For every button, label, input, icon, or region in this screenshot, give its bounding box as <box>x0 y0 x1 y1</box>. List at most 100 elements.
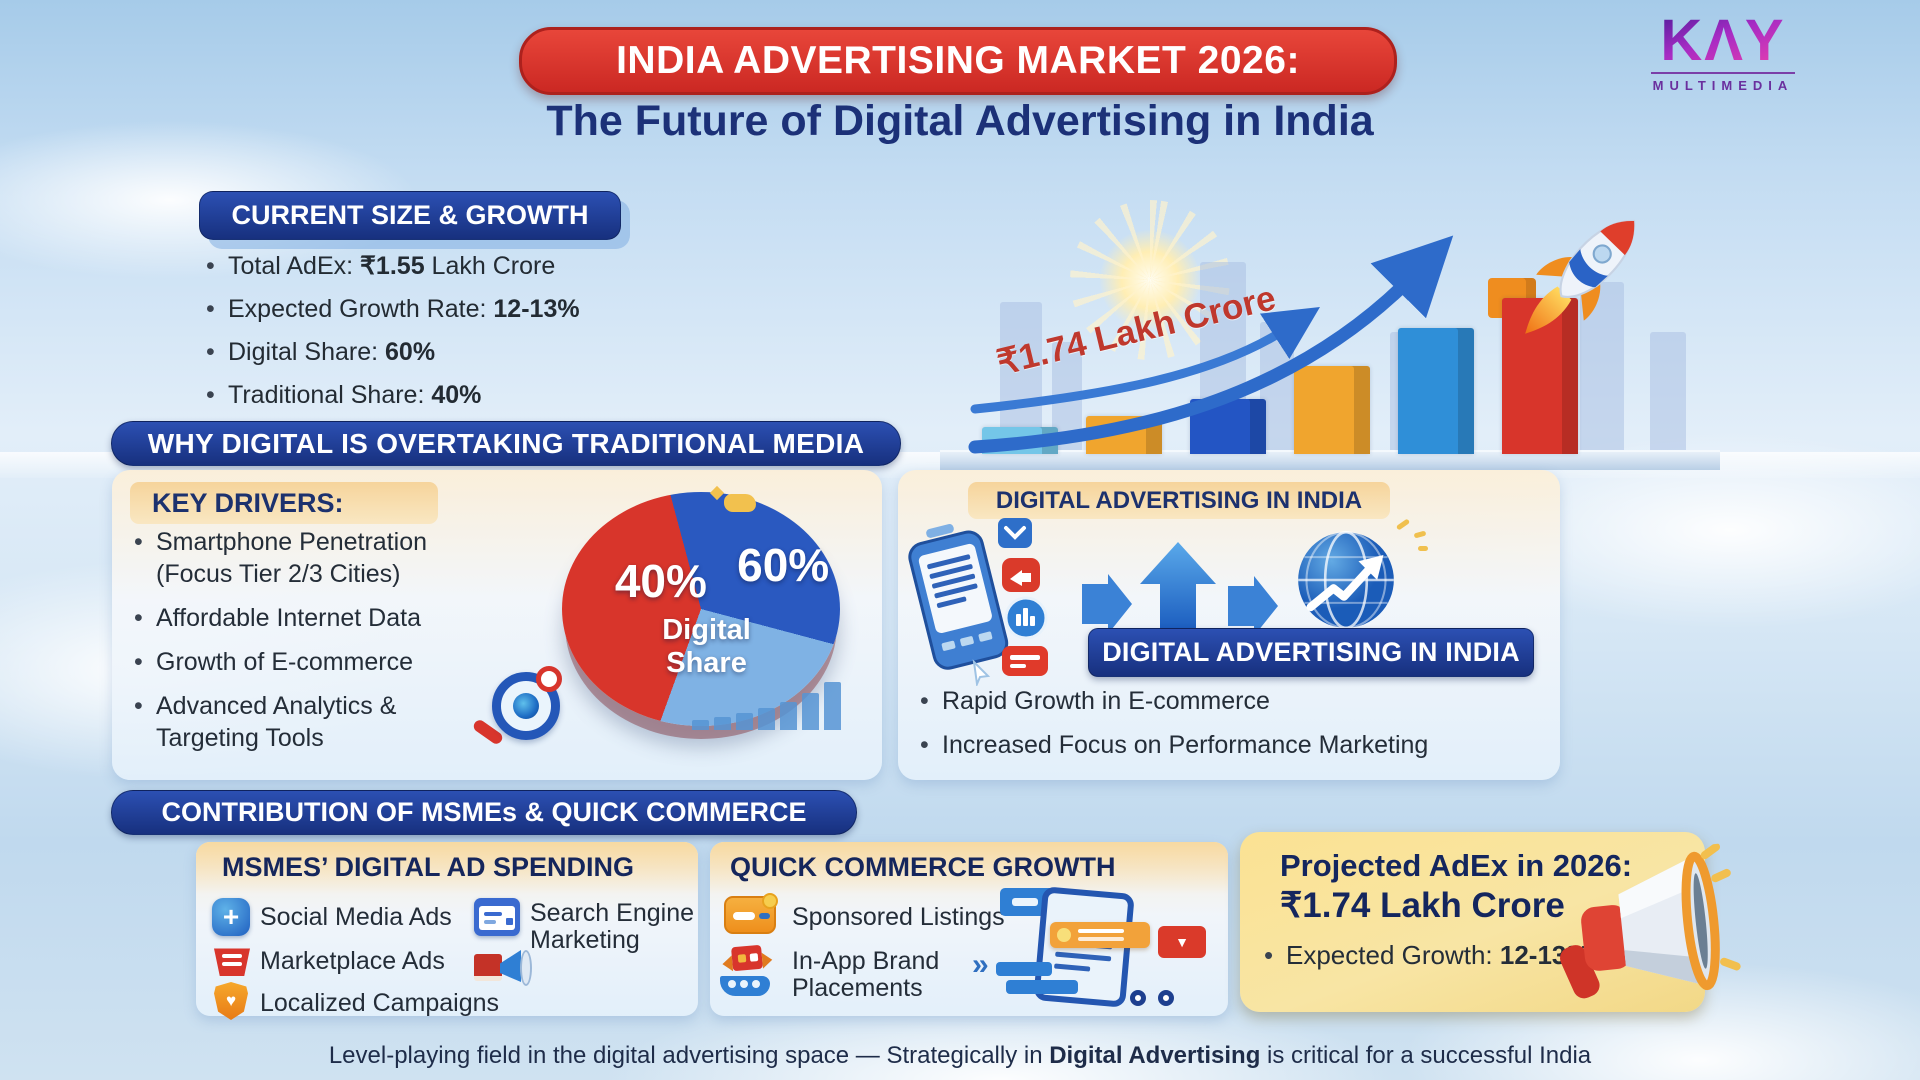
sparkle-diamond <box>709 485 725 501</box>
digital-advertising-bullets: • Rapid Growth in E-commerce • Increased F… <box>920 686 1428 774</box>
app-card-orange <box>1050 922 1150 948</box>
wheel-icon <box>1158 990 1174 1006</box>
pie-label-traditional: 40% <box>614 555 707 608</box>
search-engine-icon <box>474 898 520 936</box>
down-triangle-glyph: ▼ <box>1175 934 1189 950</box>
digital-advertising-header: DIGITAL ADVERTISING IN INDIA <box>968 482 1390 519</box>
ad-tag-marks <box>737 954 747 963</box>
book-shape <box>474 954 502 981</box>
mini-bar <box>758 708 775 730</box>
rocket-icon <box>1525 219 1636 334</box>
key-drivers-header: KEY DRIVERS: <box>130 482 438 524</box>
footer-suf: is critical for a successful India <box>1260 1042 1592 1069</box>
list-item-text: Affordable Internet Data <box>156 604 421 632</box>
bullet-text: Expected Growth Rate: 12-13% <box>228 295 580 323</box>
bullet-dot: • <box>134 648 143 676</box>
footer-bold: Digital Advertising <box>1049 1042 1261 1069</box>
list-item: • Advanced Analytics & Targeting Tools <box>134 690 504 754</box>
globe-growth-icon <box>1298 530 1394 630</box>
growth-arrow-icon <box>968 235 1454 454</box>
mini-bar <box>824 682 841 730</box>
list-item-text: Increased Focus on Performance Marketing <box>942 731 1429 759</box>
sponsored-listings-icon <box>724 893 778 934</box>
msme-panel: MSMES’ DIGITAL AD SPENDING + Social Medi… <box>196 842 698 1020</box>
megaphone-icon <box>1560 842 1741 999</box>
digital-share-pie: 60% 40% Digital Share <box>562 492 840 732</box>
brand-logo-text: KΛY <box>1643 12 1803 70</box>
page-title: INDIA ADVERTISING MARKET 2026: <box>519 27 1397 95</box>
mini-bar <box>802 693 819 730</box>
wallet-dot <box>762 893 778 909</box>
bullet-digital-share: • Digital Share: 60% <box>206 335 676 369</box>
list-item: • Increased Focus on Performance Marketin… <box>920 730 1428 760</box>
browser-line <box>484 920 496 924</box>
digital-advertising-banner: DIGITAL ADVERTISING IN INDIA <box>1088 628 1534 677</box>
message-badge-icon <box>1002 646 1048 676</box>
browser-box <box>506 918 513 925</box>
arrow-right-icon <box>1228 576 1278 636</box>
book-megaphone-icon <box>474 950 532 986</box>
projection-panel: Projected AdEx in 2026: ₹1.74 Lakh Crore… <box>1240 832 1741 1012</box>
brand-logo-tagline: MULTIMEDIA <box>1652 78 1794 93</box>
brand-logo-rule <box>1651 72 1795 74</box>
list-item: • Growth of E-commerce <box>134 646 504 678</box>
marketplace-lines <box>222 954 242 958</box>
page-title-text: INDIA ADVERTISING MARKET 2026: <box>616 39 1300 82</box>
growth-bar <box>1294 366 1370 454</box>
list-item-text: Advanced Analytics & Targeting Tools <box>156 692 397 752</box>
bullet-total-adex: • Total AdEx: ₹1.55 Lakh Crore <box>206 249 676 283</box>
mini-bar-chart <box>692 678 841 730</box>
bullet-dot: • <box>134 604 143 632</box>
mega-rim <box>520 950 532 986</box>
browser-line <box>484 912 502 916</box>
pie-center-label: Digital Share <box>662 614 751 680</box>
bullet-dot: • <box>1264 940 1274 970</box>
growth-bar <box>1398 328 1474 454</box>
bullet-text: Expected Growth: 12-13% <box>1286 940 1590 970</box>
footer-pre: Level-playing field in the digital adver… <box>328 1042 1050 1069</box>
arrow-right-icon <box>1082 574 1132 634</box>
wheel-icon <box>1130 990 1146 1006</box>
list-item-text: Rapid Growth in E-commerce <box>942 687 1270 715</box>
brand-logo: KΛY MULTIMEDIA <box>1643 12 1803 93</box>
sparkle-blob <box>724 494 756 512</box>
analytics-magnifier-icon <box>471 666 564 750</box>
section-header-current-size: CURRENT SIZE & GROWTH <box>199 191 621 240</box>
bullet-traditional-share: • Traditional Share: 40% <box>206 378 676 412</box>
list-item-text: Growth of E-commerce <box>156 648 414 676</box>
plus-glyph: + <box>222 901 240 932</box>
current-size-bullets: • Total AdEx: ₹1.55 Lakh Crore • Expected … <box>206 249 676 421</box>
page-subtitle: The Future of Digital Advertising in Ind… <box>546 97 1374 145</box>
magnifier-eye <box>513 693 539 719</box>
chevrons-glyph: » <box>972 948 989 981</box>
mini-bar <box>780 702 797 730</box>
qc-item-sponsored: Sponsored Listings <box>792 903 1005 931</box>
bullet-dot: • <box>206 338 215 366</box>
qc-item-inapp: In-App Brand Placements <box>792 947 940 1002</box>
pie-chart <box>562 492 840 726</box>
bullet-dot: • <box>134 692 143 720</box>
placement-boat-icon <box>720 976 770 996</box>
msme-header: MSMES’ DIGITAL AD SPENDING <box>222 852 635 882</box>
boat-dot <box>752 980 760 988</box>
wallet-slot <box>733 912 755 920</box>
localized-shield-icon: ♥ <box>214 982 248 1020</box>
social-media-icon: + <box>212 898 250 936</box>
bullet-text: Total AdEx: ₹1.55 Lakh Crore <box>228 252 556 280</box>
mini-bar <box>714 717 731 730</box>
bullet-dot: • <box>206 252 215 280</box>
digital-advertising-panel: DIGITAL ADVERTISING IN INDIA <box>898 470 1560 780</box>
quick-commerce-header: QUICK COMMERCE GROWTH <box>730 852 1116 882</box>
projection-bullet: • Expected Growth: 12-13% <box>1264 940 1590 971</box>
bullet-text: Traditional Share: 40% <box>228 381 482 409</box>
projection-title-line2: ₹1.74 Lakh Crore <box>1280 886 1565 925</box>
heart-glyph: ♥ <box>225 991 237 1010</box>
boat-dot <box>728 980 736 988</box>
bullet-growth-rate: • Expected Growth Rate: 12-13% <box>206 292 676 326</box>
app-row <box>996 962 1052 976</box>
msme-item-sem: Search Engine Marketing <box>530 899 695 954</box>
section-header-why-digital: WHY DIGITAL IS OVERTAKING TRADITIONAL ME… <box>111 421 901 466</box>
smartphone-cluster-icon <box>908 518 1048 686</box>
mini-bar <box>736 713 753 730</box>
